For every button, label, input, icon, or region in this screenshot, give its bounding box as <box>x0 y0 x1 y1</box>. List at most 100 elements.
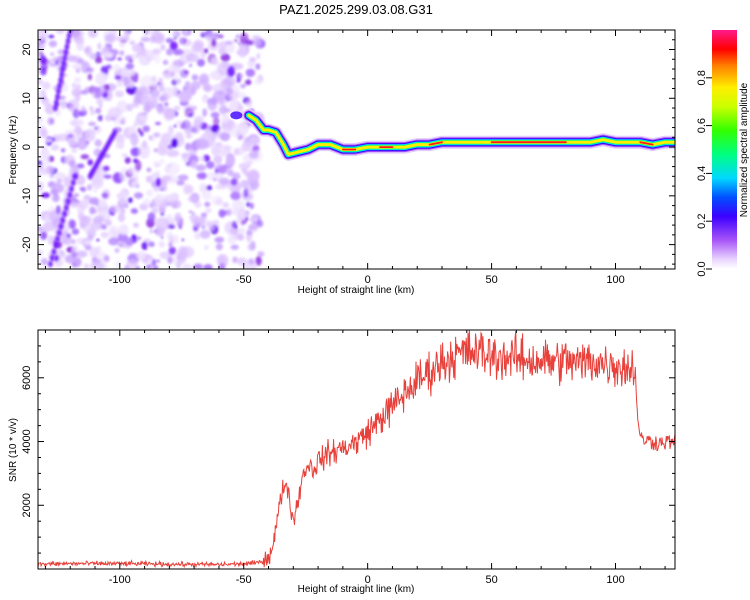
noise-blob <box>67 136 79 147</box>
noise-blob <box>83 239 92 246</box>
noise-blob <box>203 244 209 250</box>
noise-blob <box>67 133 73 139</box>
noise-blob <box>172 86 179 91</box>
noise-blob <box>132 43 143 53</box>
colorbar-title: Normalized spectral amplitude <box>739 82 750 217</box>
noise-blob <box>180 153 188 158</box>
noise-blob <box>104 52 114 59</box>
noise-blob <box>119 40 126 48</box>
noise-blob <box>38 163 44 171</box>
noise-blob <box>66 233 72 239</box>
noise-blob <box>178 89 190 104</box>
noise-blob <box>47 235 55 246</box>
colorbar: 0.0 0.2 0.4 0.6 0.8 Normalized spectral ampl… <box>696 30 750 277</box>
noise-blob <box>94 126 99 130</box>
noise-blob <box>159 159 165 164</box>
noise-blob <box>207 124 212 131</box>
noise-blob <box>227 169 234 177</box>
noise-blob <box>176 78 182 84</box>
spectrogram-x-tick-labels: -100 -50 0 50 100 <box>109 274 625 286</box>
noise-blob <box>53 254 60 262</box>
noise-blob <box>249 150 263 162</box>
noise-blob <box>147 212 156 222</box>
noise-blob <box>50 52 54 56</box>
snr-ticks <box>38 330 675 569</box>
noise-blob <box>179 37 184 45</box>
noise-blob <box>131 181 140 187</box>
noise-blob <box>218 177 230 185</box>
noise-blob <box>57 179 62 183</box>
noise-blob <box>219 34 224 39</box>
noise-blob <box>174 50 181 55</box>
noise-blob <box>218 47 227 55</box>
noise-blob <box>218 263 226 269</box>
noise-blob <box>199 183 208 194</box>
noise-blob <box>106 65 112 69</box>
noise-blob <box>127 166 134 175</box>
noise-blob <box>246 234 252 243</box>
noise-blob <box>208 72 215 77</box>
noise-blob <box>184 80 191 90</box>
noise-blob <box>155 121 161 126</box>
noise-blob <box>185 132 193 139</box>
noise-blob <box>117 232 128 243</box>
noise-streak-blob <box>63 49 69 56</box>
noise-blob <box>214 236 225 243</box>
x-tick-label: -50 <box>236 274 252 286</box>
noise-blob <box>124 265 130 269</box>
noise-blob <box>211 195 224 206</box>
noise-blob <box>84 128 96 142</box>
snr-y-tick-labels: 2000 4000 6000 <box>21 366 33 518</box>
noise-blob <box>159 251 172 260</box>
noise-blob <box>168 242 173 248</box>
noise-streak-blob <box>63 204 69 211</box>
ridge-onset-blob <box>230 111 243 120</box>
noise-blob <box>95 51 102 58</box>
noise-blob <box>135 160 142 171</box>
noise-blob <box>71 63 83 70</box>
noise-blob <box>119 119 125 125</box>
noise-blob <box>237 72 244 79</box>
noise-blob <box>116 35 123 42</box>
noise-blob <box>194 201 202 208</box>
noise-blob <box>256 220 264 228</box>
noise-blob <box>93 148 102 157</box>
noise-blob <box>215 243 223 251</box>
noise-blob <box>56 133 69 142</box>
noise-blob <box>188 113 193 117</box>
noise-blob <box>109 204 120 214</box>
noise-streak-blob <box>67 191 73 199</box>
noise-blob <box>89 246 99 258</box>
noise-blob <box>94 56 103 64</box>
y-tick-label: -10 <box>21 188 33 204</box>
noise-blob <box>205 208 212 214</box>
noise-blob <box>155 217 170 232</box>
noise-blob <box>191 105 198 111</box>
noise-blob <box>142 246 148 251</box>
noise-blob <box>148 241 155 248</box>
noise-blob <box>196 172 208 180</box>
noise-blob <box>80 89 89 95</box>
noise-blob <box>154 54 161 64</box>
colorbar-tick-label: 0.0 <box>696 261 708 276</box>
noise-blob <box>60 101 67 109</box>
noise-blob <box>44 213 51 224</box>
noise-blob <box>138 54 152 66</box>
noise-blob <box>113 64 120 73</box>
noise-blob <box>152 48 161 55</box>
noise-blob <box>68 104 75 110</box>
noise-blob <box>230 178 238 186</box>
noise-blob <box>181 263 193 269</box>
noise-blob <box>172 234 179 244</box>
noise-blob <box>173 105 181 111</box>
noise-blob <box>80 105 86 113</box>
noise-blob <box>127 197 133 204</box>
noise-blob <box>257 251 265 257</box>
colorbar-tick-label: 0.8 <box>696 70 708 85</box>
noise-blob <box>76 39 84 51</box>
noise-blob <box>87 159 94 166</box>
noise-blob <box>83 263 90 269</box>
noise-blob <box>190 86 197 96</box>
noise-blob <box>230 191 242 201</box>
noise-blob <box>89 206 96 215</box>
